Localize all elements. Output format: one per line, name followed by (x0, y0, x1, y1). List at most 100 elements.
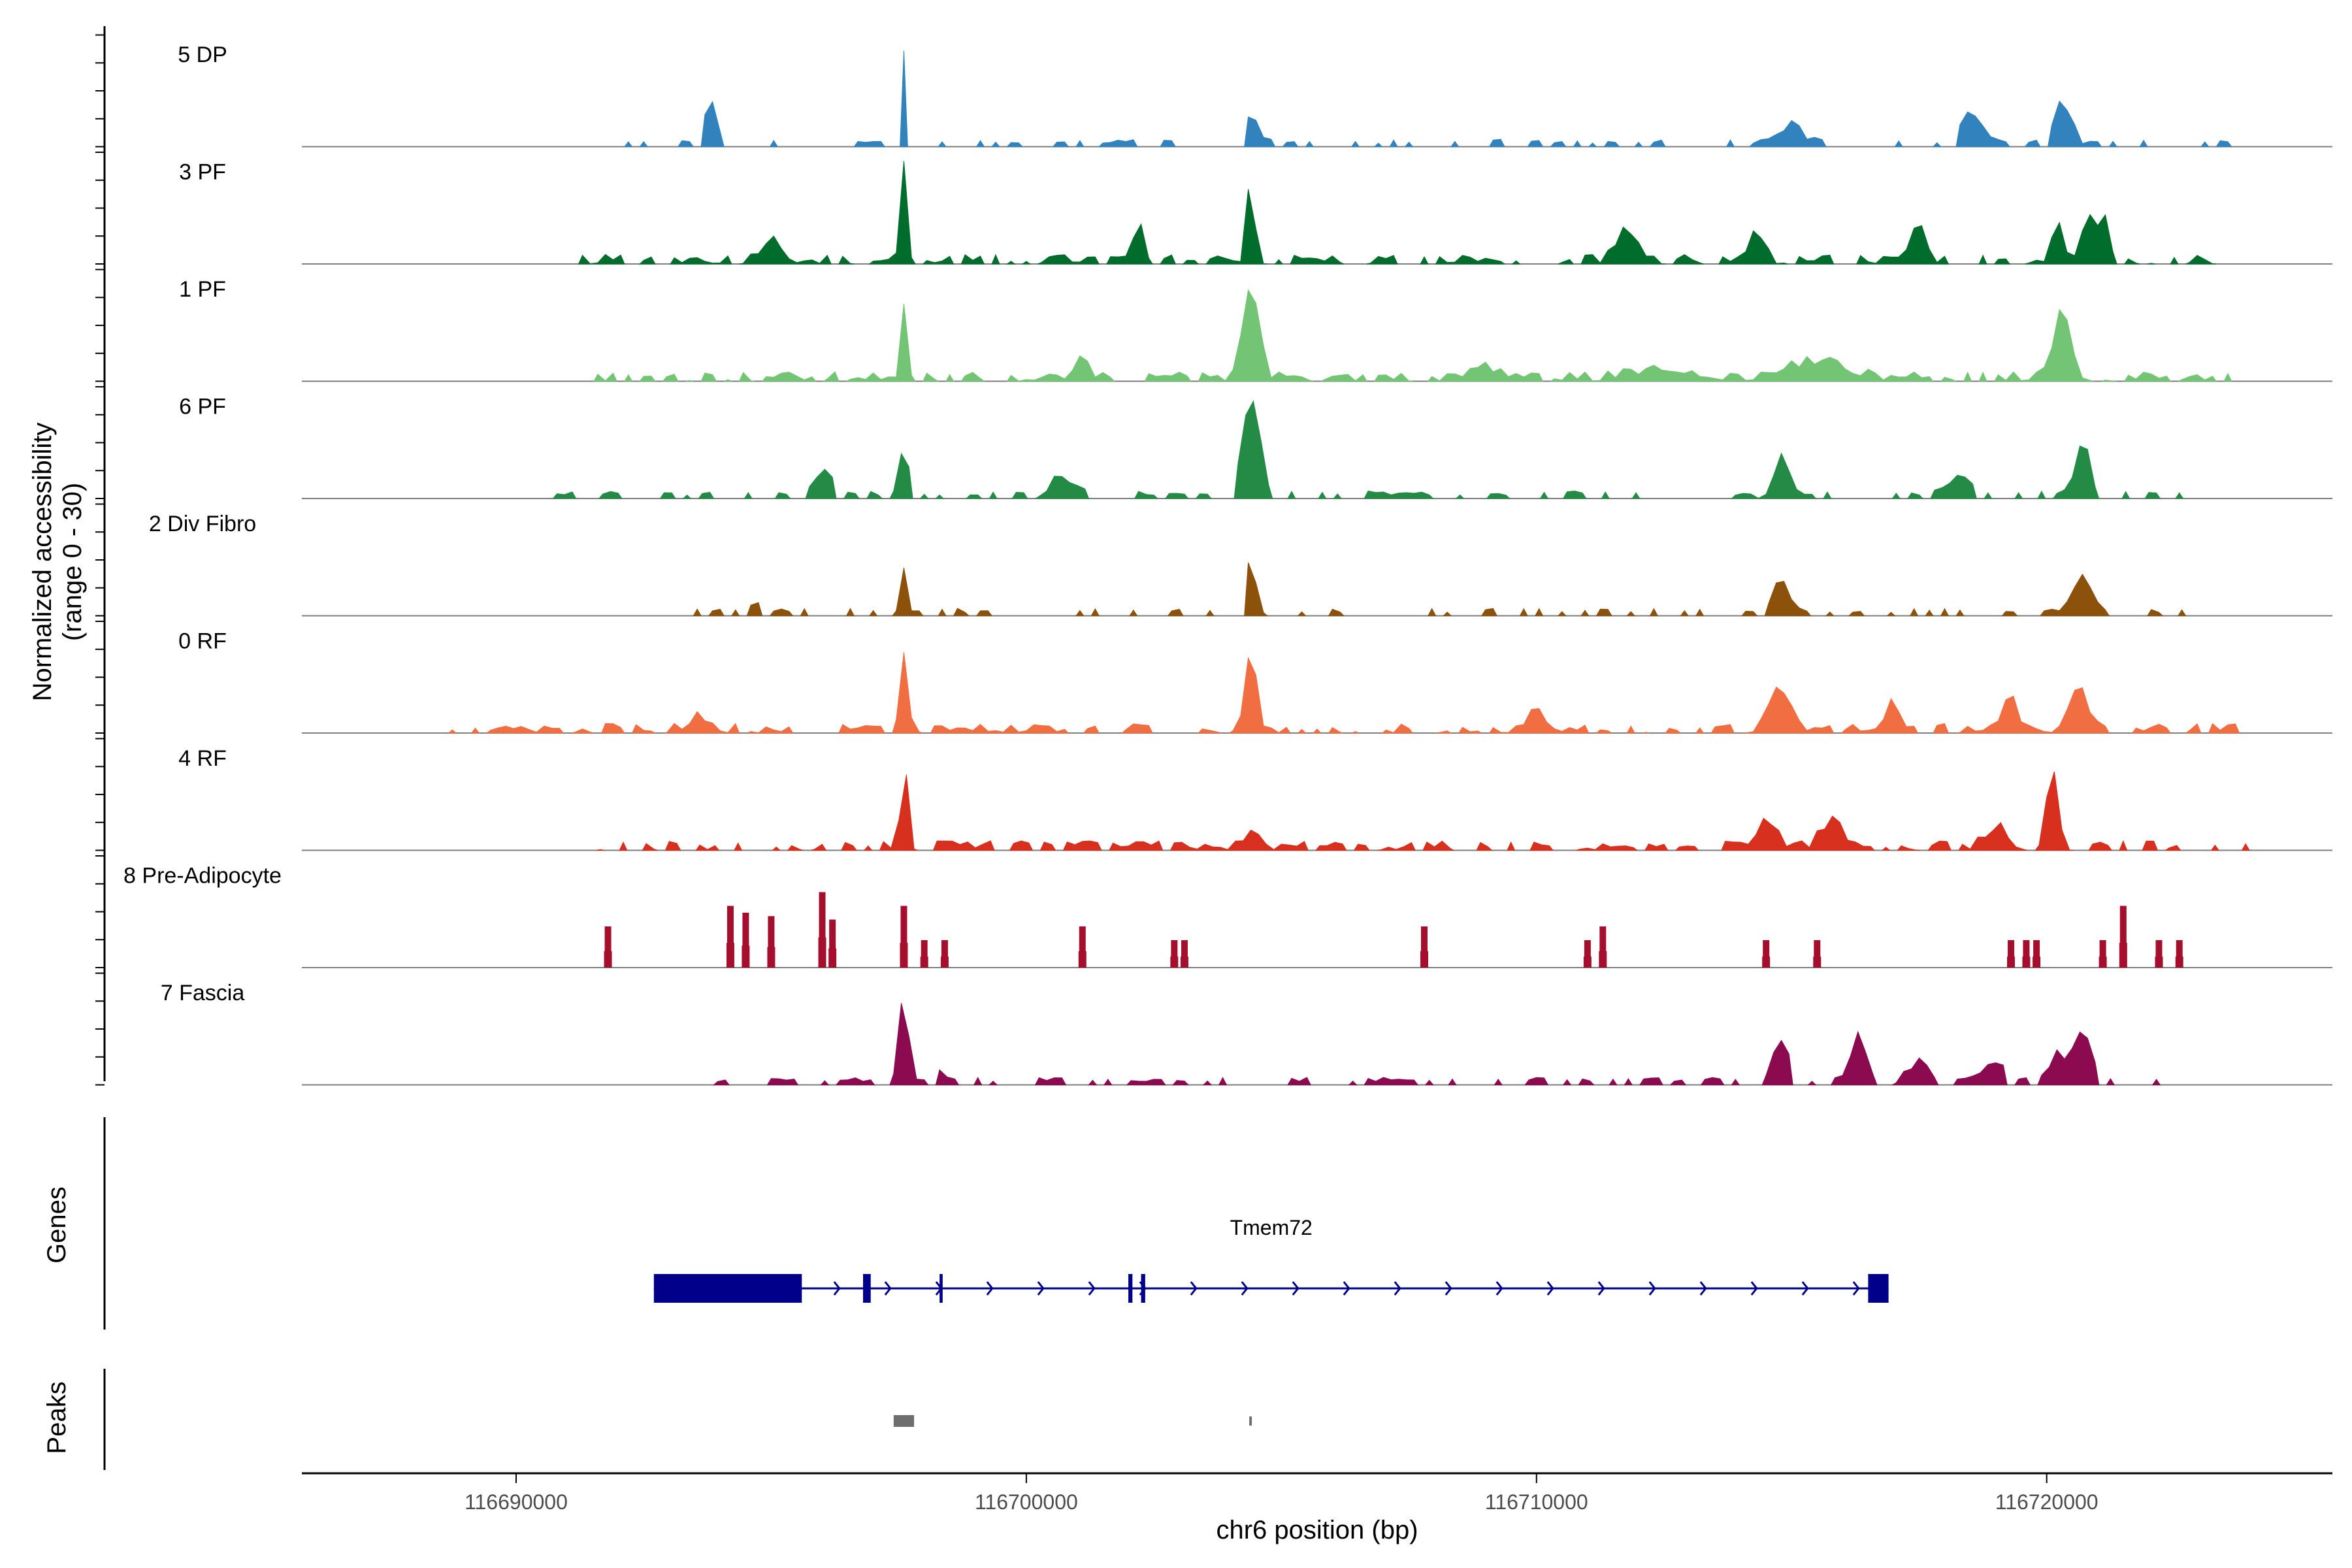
coverage-bar (727, 906, 734, 968)
coverage-area (1649, 608, 1659, 616)
coverage-area (1672, 254, 1704, 265)
coverage-area (601, 723, 625, 734)
coverage-area (685, 380, 694, 382)
coverage-area (1448, 1078, 1457, 1085)
coverage-bar (1181, 940, 1188, 968)
coverage-area (1458, 727, 1482, 734)
coverage-area (2123, 372, 2172, 382)
coverage-area (1205, 189, 1267, 265)
coverage-area (1940, 376, 1957, 382)
coverage-area (1993, 308, 2095, 382)
coverage-bar (819, 892, 826, 968)
coverage-area (1963, 371, 1972, 382)
coverage-area (1320, 374, 1367, 382)
coverage-area (1558, 259, 1575, 265)
coverage-bar (818, 937, 826, 968)
coverage-area (1120, 723, 1154, 734)
coverage-area (1562, 1079, 1572, 1085)
coverage-area (1721, 815, 1876, 851)
coverage-area (1674, 845, 1699, 851)
coverage-bar (828, 948, 837, 968)
coverage-bar (900, 906, 907, 968)
coverage-area (743, 492, 753, 499)
coverage-area (2123, 258, 2140, 265)
x-tick-label: 116720000 (1995, 1490, 2099, 1514)
coverage-area (1103, 1079, 1113, 1085)
coverage-area (1731, 1079, 1740, 1085)
coverage-area (853, 140, 886, 147)
coverage-area (700, 101, 725, 147)
coverage-area (1198, 289, 1314, 382)
track-label: 0 RF (178, 629, 227, 654)
coverage-area (1404, 141, 1414, 147)
coverage-area (1825, 611, 1835, 616)
coverage-bar (2007, 956, 2016, 968)
coverage-area (960, 254, 985, 265)
coverage-area (578, 253, 625, 265)
gene-exon (862, 1274, 871, 1303)
coverage-area (2034, 771, 2074, 851)
coverage-area (1725, 139, 1735, 147)
coverage-area (623, 141, 633, 147)
coverage-area (1037, 254, 1100, 265)
strand-arrow (1190, 1281, 1198, 1296)
coverage-area (868, 610, 878, 616)
coverage-area (1039, 841, 1056, 851)
strand-arrow (1597, 1281, 1605, 1296)
coverage-area (1009, 840, 1034, 851)
coverage-area (1856, 225, 1950, 265)
coverage-area (863, 845, 873, 851)
coverage-area (2001, 611, 2018, 616)
coverage-area (1435, 730, 1452, 734)
coverage-bar (604, 951, 612, 968)
coverage-area (1052, 141, 1070, 147)
coverage-area (598, 491, 623, 499)
coverage-area (900, 50, 908, 147)
coverage-bar (1583, 956, 1592, 968)
coverage-area (1932, 142, 1942, 147)
coverage-area (664, 841, 681, 851)
coverage-bar (2099, 956, 2107, 968)
coverage-area (2208, 723, 2240, 734)
coverage-area (2215, 140, 2232, 147)
coverage-area (1106, 223, 1154, 265)
coverage-area (695, 844, 720, 851)
track-label: 3 PF (179, 160, 226, 185)
coverage-area (1649, 139, 1666, 147)
coverage-area (1669, 1079, 1687, 1085)
coverage-area (2121, 491, 2131, 499)
coverage-area (1741, 610, 1758, 616)
x-axis: 116690000 116700000 116710000 116720000 (302, 1472, 2332, 1514)
coverage-bar (1420, 926, 1428, 968)
coverage-area (2174, 492, 2184, 499)
coverage-area (619, 841, 628, 851)
coverage-area (1424, 1079, 1434, 1085)
coverage-bar (829, 919, 836, 968)
coverage-area (845, 608, 855, 616)
track-3-pf: 3 PF (179, 160, 2332, 265)
gene-exon (653, 1274, 802, 1303)
coverage-area (1639, 1077, 1663, 1085)
coverage-area (1315, 841, 1347, 851)
coverage-area (2147, 263, 2155, 265)
track-label: 2 Div Fibro (149, 512, 256, 536)
coverage-area (1588, 142, 1597, 147)
coverage-area (1244, 562, 1269, 616)
coverage-bar (2175, 956, 2183, 968)
strand-arrow (1852, 1281, 1860, 1296)
coverage-area (1507, 841, 1516, 851)
coverage-area (1550, 141, 1567, 147)
coverage-area (631, 724, 656, 734)
coverage-area (1488, 139, 1505, 147)
coverage-area (677, 140, 694, 147)
coverage-area (1624, 1078, 1633, 1085)
coverage-area (2024, 139, 2041, 147)
peaks-track: Peaks (42, 1369, 1252, 1470)
coverage-area (2200, 141, 2210, 147)
coverage-bar (2022, 956, 2031, 968)
coverage-area (1718, 230, 1788, 265)
coverage-area (960, 372, 986, 382)
coverage-area (1664, 728, 1682, 734)
coverage-area (1480, 608, 1498, 616)
coverage-area (1108, 840, 1164, 851)
